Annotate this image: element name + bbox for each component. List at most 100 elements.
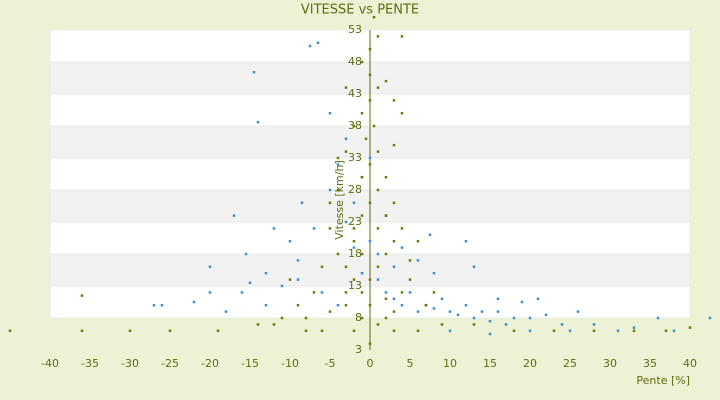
point	[384, 291, 388, 294]
point	[320, 291, 324, 294]
point	[264, 271, 268, 275]
point	[376, 35, 380, 38]
point	[400, 227, 404, 230]
point	[480, 310, 484, 313]
point	[256, 323, 260, 326]
point	[664, 329, 668, 333]
y-tick-label: 38	[348, 119, 362, 132]
point	[376, 278, 380, 281]
x-tick-label: -10	[281, 357, 299, 370]
point	[360, 252, 364, 256]
point	[336, 156, 340, 160]
x-tick-label: 30	[603, 357, 617, 370]
point	[568, 329, 572, 333]
point	[424, 303, 428, 307]
point	[384, 252, 388, 256]
point	[672, 329, 676, 333]
point	[408, 259, 412, 262]
point	[392, 297, 396, 301]
point	[328, 111, 332, 115]
x-tick-label: 0	[367, 357, 374, 370]
point	[376, 252, 380, 256]
point	[160, 303, 164, 307]
point	[360, 111, 364, 115]
point	[304, 329, 308, 333]
y-tick-label: 8	[355, 311, 362, 324]
point	[344, 86, 348, 89]
x-tick-label: -5	[325, 357, 336, 370]
point	[392, 143, 396, 147]
point	[376, 227, 380, 230]
point	[352, 124, 356, 128]
point	[368, 156, 372, 160]
point	[384, 316, 388, 320]
point	[328, 201, 332, 205]
point	[400, 111, 404, 115]
point	[592, 323, 596, 326]
point	[216, 329, 220, 333]
point	[384, 79, 388, 83]
point	[392, 99, 396, 102]
x-tick-label: 40	[683, 357, 697, 370]
point	[328, 227, 332, 230]
x-tick-label: -35	[81, 357, 99, 370]
point	[456, 313, 460, 317]
y-tick-label: 3	[355, 343, 362, 356]
point	[400, 303, 404, 307]
point	[240, 291, 244, 294]
point	[336, 188, 340, 192]
point	[384, 175, 388, 179]
point	[488, 319, 492, 323]
point	[344, 303, 348, 307]
point	[320, 265, 324, 269]
point	[328, 310, 332, 313]
point	[400, 246, 404, 249]
x-axis-title: Pente [%]	[636, 374, 690, 387]
point	[280, 284, 284, 288]
point	[352, 227, 356, 230]
point	[368, 47, 372, 51]
point	[512, 316, 516, 320]
point	[392, 329, 396, 333]
point	[308, 44, 312, 48]
point	[368, 99, 372, 102]
point	[368, 163, 372, 166]
point	[520, 300, 524, 304]
point	[384, 214, 388, 217]
point	[192, 300, 196, 304]
y-tick-label: 43	[348, 87, 362, 100]
y-axis-title: Vitesse [km/h]	[333, 160, 346, 240]
chart-title: VITESSE vs PENTE	[301, 3, 419, 18]
point	[352, 239, 356, 243]
point	[168, 329, 172, 333]
point	[428, 233, 432, 237]
point	[544, 313, 548, 317]
point	[496, 310, 500, 313]
point	[528, 316, 532, 320]
point	[360, 291, 364, 294]
point	[224, 310, 228, 313]
point	[360, 175, 364, 179]
x-tick-label: -20	[201, 357, 219, 370]
y-tick-label: 33	[348, 151, 362, 164]
point	[344, 150, 348, 153]
point	[368, 342, 372, 345]
point	[272, 227, 276, 230]
point	[440, 323, 444, 326]
point	[432, 291, 436, 294]
point	[244, 252, 248, 256]
x-tick-label: -40	[41, 357, 59, 370]
point	[288, 278, 292, 281]
point	[360, 316, 364, 320]
point	[560, 323, 564, 326]
point	[372, 124, 376, 128]
point	[472, 265, 476, 269]
point	[372, 15, 376, 19]
point	[360, 60, 364, 64]
point	[304, 316, 308, 320]
point	[272, 323, 276, 326]
point	[264, 303, 268, 307]
point	[316, 41, 320, 45]
point	[472, 323, 476, 326]
point	[344, 291, 348, 294]
